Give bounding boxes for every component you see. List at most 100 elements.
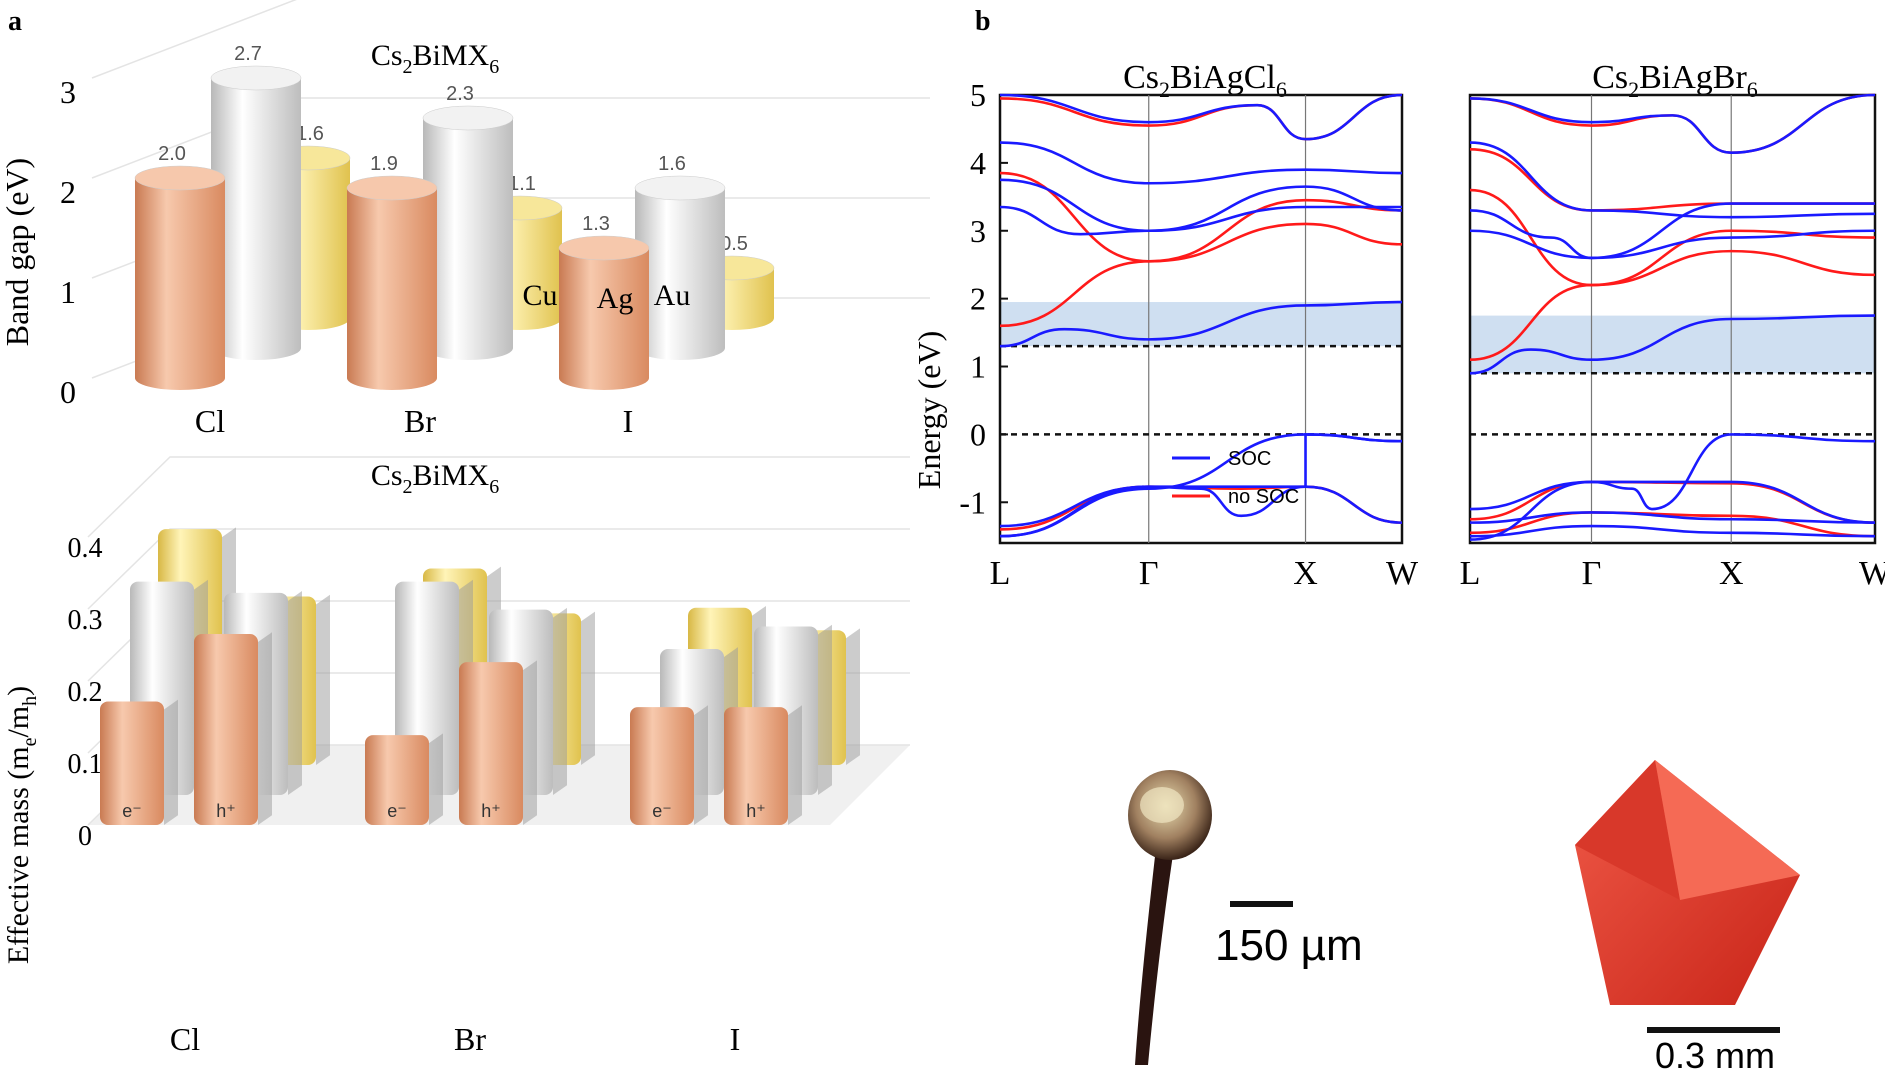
- soc-band: [999, 178, 1402, 233]
- em-gridline: [87, 456, 910, 538]
- band-structure-br-title: Cs2BiAgBr6: [1592, 59, 1758, 102]
- soc-band: [1469, 433, 1876, 511]
- em-ytick: 0.1: [68, 749, 103, 780]
- octahedron-face: [1575, 760, 1680, 900]
- em-bar-tag: e⁻: [122, 801, 142, 821]
- em-bar-tag: h⁺: [746, 801, 766, 821]
- soc-band: [1469, 93, 1876, 154]
- band-gap-shade: [1470, 315, 1875, 374]
- bg-bar-label: 2.3: [446, 83, 474, 105]
- em-bar-side: [581, 611, 595, 765]
- em-ytick: 0.3: [68, 605, 103, 636]
- band-gap-inline-labels: Cu Ag Au: [522, 279, 690, 315]
- photo-cl-crystal: 150 µm: [1128, 770, 1363, 1065]
- em-bar-tag: h⁺: [216, 801, 236, 821]
- bg-ytick: 3: [60, 74, 76, 110]
- bg-bar-label: 1.1: [508, 173, 536, 195]
- band-ytick: 1: [970, 349, 986, 385]
- band-ytick: 4: [970, 145, 986, 181]
- bg-xtick: I: [623, 403, 634, 439]
- soc-band: [999, 300, 1403, 348]
- soc-band: [999, 485, 1403, 528]
- no-soc-band: [1469, 511, 1876, 538]
- legend-label: no SOC: [1228, 486, 1299, 508]
- bg-bar-body: [559, 248, 649, 390]
- band-ytick: 2: [970, 281, 986, 317]
- photo-br-crystal: 0.3 mm: [1575, 760, 1800, 1071]
- effective-mass-xticks: Cl Br I: [170, 1021, 740, 1057]
- soc-band: [999, 141, 1403, 185]
- em-xtick: I: [730, 1021, 741, 1057]
- em-bar-tag: h⁺: [481, 801, 501, 821]
- droplet-highlight: [1140, 787, 1184, 823]
- em-bar-side: [523, 660, 537, 825]
- band-gap-chart: Cs2BiMX6 Band gap (eV) 0 1 2 3 Cl Br I 1.6 1.1…: [0, 0, 930, 439]
- bg-bar-body: [211, 78, 301, 360]
- bg-bar-body: [423, 118, 513, 360]
- em-bar-side: [818, 624, 832, 795]
- bg-gridline: [91, 0, 297, 79]
- bg-ytick: 0: [60, 374, 76, 410]
- band-gap-yticks: 0 1 2 3: [60, 74, 76, 410]
- no-soc-band: [1469, 148, 1875, 212]
- soc-band: [1469, 229, 1876, 260]
- em-ytick: 0.4: [68, 533, 103, 564]
- no-soc-band: [999, 171, 1403, 263]
- em-bar: [194, 634, 258, 825]
- em-bar-side: [258, 632, 272, 826]
- em-xtick: Cl: [170, 1021, 200, 1057]
- no-soc-band: [999, 485, 1403, 531]
- bg-bar-label: 1.6: [296, 123, 324, 145]
- band-xtick: Γ: [1139, 555, 1159, 592]
- em-bar: [724, 707, 788, 825]
- soc-band: [1469, 141, 1876, 219]
- band-gap-title: Cs2BiMX6: [371, 39, 499, 78]
- soc-band: [1469, 524, 1876, 538]
- bg-bar-body: [347, 188, 437, 390]
- band-xtick: X: [1293, 555, 1318, 592]
- scale-label-left: 150 µm: [1215, 921, 1363, 970]
- bg-inline-label: Cu: [522, 279, 557, 312]
- em-bar: [459, 662, 523, 825]
- no-soc-band: [1469, 249, 1876, 362]
- bg-ytick: 1: [60, 274, 76, 310]
- octahedron-face-light: [1655, 760, 1800, 900]
- bg-bar-top: [210, 65, 302, 91]
- band-xtick: X: [1719, 555, 1744, 592]
- soc-band: [999, 93, 1403, 141]
- bg-ytick: 2: [60, 174, 76, 210]
- band-gap-xticks: Cl Br I: [195, 403, 633, 439]
- bg-xtick: Cl: [195, 403, 225, 439]
- effective-mass-ylabel: Effective mass (me/mh): [2, 686, 41, 964]
- soc-band: [1469, 511, 1876, 524]
- band-gap-bars: 1.6 1.1 0.5 2.7 2.3 1.6 2.0 1.9 1.3: [134, 43, 775, 390]
- em-bar-tag: e⁻: [652, 801, 672, 821]
- band-xtick: Γ: [1582, 555, 1602, 592]
- no-soc-band: [999, 93, 1403, 141]
- bg-inline-label: Au: [654, 279, 691, 312]
- soc-band: [1469, 314, 1876, 375]
- em-gridline: [87, 528, 910, 610]
- effective-mass-yticks: 0 0.1 0.2 0.3 0.4: [68, 533, 103, 852]
- em-xtick: Br: [454, 1021, 486, 1057]
- bg-bar-label: 1.9: [370, 153, 398, 175]
- bg-bar-body: [135, 178, 225, 390]
- bg-bar-top: [134, 165, 226, 191]
- bg-inline-label: Ag: [597, 282, 634, 315]
- em-bar-tag: e⁻: [387, 801, 407, 821]
- band-frame: [1468, 93, 1877, 545]
- bg-bar-top: [422, 105, 514, 131]
- soc-band: [999, 433, 1403, 538]
- band-structure-cl: Cs2BiAgCl6 Energy (eV) L Γ X W 5 4 3 2 1 0 -1 SOC no…: [911, 59, 1419, 592]
- band-gap-shade: [1000, 302, 1402, 347]
- em-bar-side: [846, 628, 860, 765]
- soc-band: [1469, 202, 1875, 260]
- band-xtick: W: [1859, 555, 1885, 592]
- bg-bar-top: [346, 175, 438, 201]
- em-bar-side: [788, 705, 802, 825]
- em-bar-side: [429, 733, 443, 825]
- em-bar: [365, 735, 429, 825]
- em-ytick: 0: [78, 821, 92, 852]
- effective-mass-chart: Cs2BiMX6 Effective mass (me/mh) 00.10.20…: [2, 456, 910, 1057]
- effective-mass-bars: e⁻ e⁻ e⁻ h⁺ h⁺ h⁺: [100, 527, 860, 826]
